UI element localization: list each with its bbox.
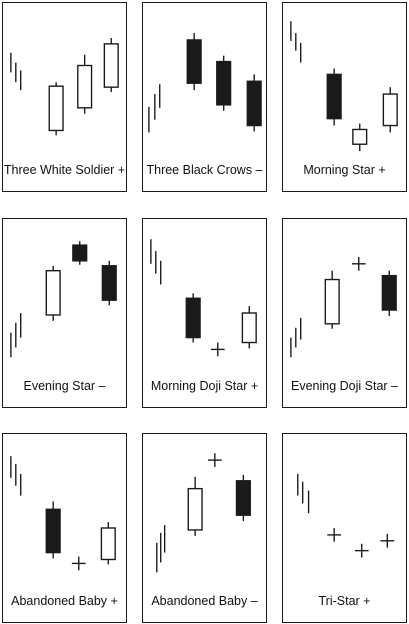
candle-body: [324, 278, 340, 325]
pattern-drawing: [290, 21, 398, 152]
hollow-candlestick: [382, 87, 398, 133]
panel-abandoned-baby-bearish: Abandoned Baby –: [142, 433, 267, 623]
candle-body: [77, 64, 93, 109]
pattern-drawing: [148, 33, 262, 133]
candle-body: [382, 93, 398, 127]
candle-body: [101, 265, 117, 301]
filled-candlestick: [246, 74, 262, 132]
hollow-candlestick: [103, 37, 119, 93]
candle-body: [326, 73, 342, 120]
candle-body: [185, 297, 201, 339]
panel-three-white-soldier: Three White Soldier +: [2, 2, 127, 192]
doji-cross: [210, 342, 225, 357]
candle-body: [381, 274, 397, 311]
filled-candlestick: [216, 55, 232, 111]
filled-candlestick: [186, 33, 202, 91]
candle-body: [241, 312, 257, 344]
hollow-candlestick: [324, 270, 340, 329]
candle-body: [72, 244, 88, 262]
candle-body: [100, 527, 116, 561]
candle-body: [235, 480, 251, 516]
hollow-candlestick: [187, 476, 203, 536]
pattern-drawing: [10, 241, 117, 358]
pattern-drawing: [290, 256, 397, 358]
pattern-caption: Abandoned Baby –: [151, 594, 258, 608]
panel-morning-star: Morning Star +: [282, 2, 407, 192]
candle-body: [187, 487, 203, 531]
pattern-caption: Evening Star –: [23, 379, 106, 393]
panel-morning-doji-star: Morning Doji Star +: [142, 218, 267, 408]
panel-evening-star: Evening Star –: [2, 218, 127, 408]
pattern-drawing: [10, 456, 116, 571]
candle-body: [45, 269, 61, 316]
filled-candlestick: [381, 270, 397, 316]
panel-abandoned-baby-bullish: Abandoned Baby +: [2, 433, 127, 623]
hollow-candlestick: [352, 123, 368, 152]
candle-body: [48, 85, 64, 132]
doji-cross: [327, 528, 342, 542]
filled-candlestick: [235, 474, 251, 522]
pattern-caption: Morning Star +: [303, 163, 386, 177]
candle-body: [352, 128, 368, 145]
candle-body: [45, 508, 61, 554]
pattern-drawing: [297, 473, 395, 558]
filled-candlestick: [326, 68, 342, 126]
hollow-candlestick: [45, 265, 61, 321]
filled-candlestick: [101, 260, 117, 306]
candle-body: [216, 60, 232, 106]
pattern-caption: Three Black Crows –: [146, 163, 263, 177]
candle-body: [103, 43, 119, 88]
filled-candlestick: [72, 241, 88, 265]
panel-tri-star: Tri-Star +: [282, 433, 407, 623]
panel-evening-doji-star: Evening Doji Star –: [282, 218, 407, 408]
doji-cross: [380, 533, 395, 548]
filled-candlestick: [45, 501, 61, 559]
pattern-caption: Three White Soldier +: [3, 163, 126, 177]
pattern-caption: Morning Doji Star +: [150, 379, 259, 393]
filled-candlestick: [185, 293, 201, 343]
candle-body: [246, 80, 262, 127]
doji-cross: [354, 543, 369, 558]
doji-cross: [207, 453, 222, 467]
pattern-caption: Tri-Star +: [318, 594, 371, 608]
pattern-drawing: [156, 453, 251, 573]
doji-cross: [351, 256, 366, 271]
pattern-drawing: [10, 37, 119, 136]
pattern-caption: Evening Doji Star –: [290, 379, 398, 393]
panel-three-black-crows: Three Black Crows –: [142, 2, 267, 192]
doji-cross: [71, 556, 86, 571]
pattern-caption: Abandoned Baby +: [11, 594, 118, 608]
hollow-candlestick: [77, 54, 93, 114]
candle-body: [186, 39, 202, 84]
hollow-candlestick: [241, 306, 257, 349]
hollow-candlestick: [100, 522, 116, 565]
hollow-candlestick: [48, 82, 64, 136]
pattern-drawing: [150, 239, 257, 357]
